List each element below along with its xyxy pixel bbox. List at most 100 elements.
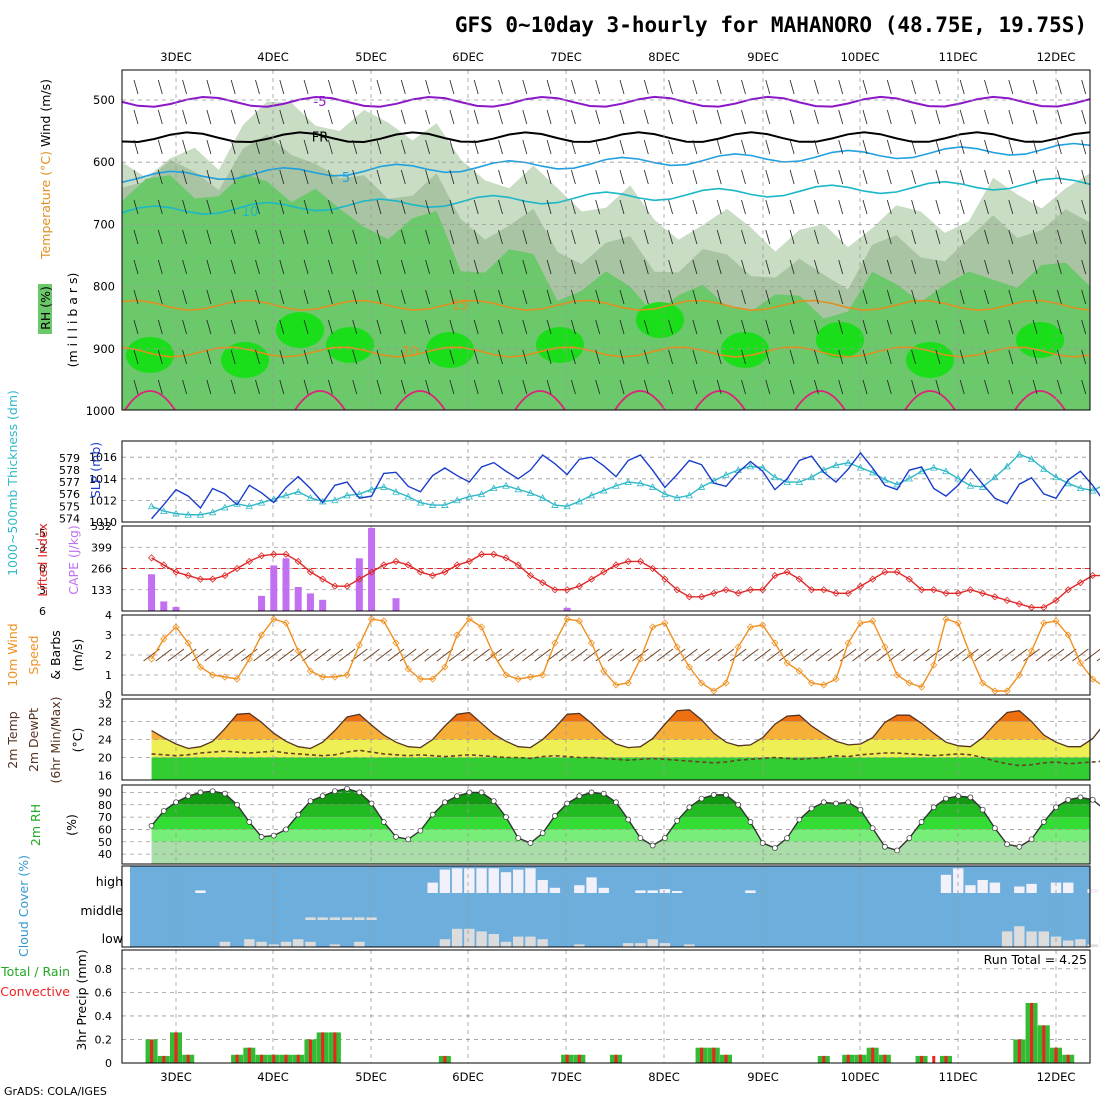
wind-barb (984, 349, 989, 365)
wind-barb (1032, 139, 1038, 155)
lifted-index-point (441, 568, 449, 576)
wind-speed-point (343, 671, 351, 679)
wind-barb (255, 199, 260, 215)
thickness-axis-label: 1000~500mb Thickness (dm) (5, 390, 20, 576)
wind-barb (425, 79, 430, 95)
top-date-label: 9DEC (747, 50, 778, 64)
lifted-index-point (954, 589, 962, 597)
wind-barb (206, 319, 212, 335)
wind-speed-point (160, 635, 168, 643)
wind-barb (571, 379, 576, 395)
rh-point (918, 819, 925, 825)
rh-high-blob (636, 302, 684, 338)
wind-barb (1047, 648, 1065, 662)
temp-axis-label: 2m Temp (5, 711, 20, 768)
rh-point (820, 799, 827, 806)
wind-barb (303, 349, 309, 365)
rh-point (160, 808, 167, 814)
wind-barb (643, 229, 649, 245)
rh-point (332, 788, 338, 795)
precip-tick: 0.2 (95, 1033, 113, 1046)
wind-barb (789, 349, 795, 365)
wind-barb (328, 229, 333, 245)
wind-barb (255, 259, 260, 275)
wind-barb (668, 199, 673, 215)
pressure-tick: 600 (93, 155, 115, 169)
rh-high-blob (1016, 322, 1064, 358)
thickness-point (526, 489, 535, 496)
wind-barb (255, 319, 260, 335)
wind-barb (289, 648, 307, 662)
lifted-index-point (991, 593, 999, 601)
lifted-index-point (649, 564, 657, 573)
wind-barb (400, 319, 406, 335)
wind-barb (619, 379, 625, 395)
wind-barb (376, 259, 382, 275)
isotherm-line (121, 177, 1091, 215)
cloud-bar (268, 944, 279, 947)
wind-barb (449, 319, 455, 335)
wind-barb (716, 379, 722, 395)
wind-barb (498, 229, 503, 245)
wind-barb (352, 319, 358, 335)
rh-point (222, 790, 228, 797)
wind-barb (789, 289, 795, 305)
wind-barb (935, 229, 941, 245)
isotherm-line (121, 142, 1091, 184)
wind-barb (1081, 289, 1087, 305)
convective-bar (871, 1047, 875, 1063)
rh-point (295, 811, 302, 818)
cloud-bar (989, 882, 1001, 893)
rh-point (307, 798, 314, 804)
wind-barb (935, 79, 941, 95)
lifted-index-point (575, 582, 583, 590)
thickness-point (954, 474, 962, 482)
lifted-index-point (367, 568, 376, 576)
cape-bar (563, 607, 571, 611)
wind-barb (473, 648, 490, 662)
wind-barb (425, 319, 430, 335)
bottom-date-label: 9DEC (747, 1070, 778, 1084)
thickness-point (624, 478, 632, 486)
lifted-index-point (661, 575, 669, 583)
lifted-index-point (600, 568, 608, 576)
wind-barb (619, 648, 637, 662)
wind-barb (692, 139, 698, 155)
wind-barb (838, 169, 844, 185)
thickness-point (416, 498, 425, 506)
wind-barb (412, 648, 429, 662)
wind-barb (328, 259, 333, 275)
thickness-point (1052, 473, 1060, 481)
wind-barb (741, 229, 746, 245)
cloud-panel: high middle low Cloud Cover (%) (16, 855, 1100, 957)
wind-barb (911, 109, 916, 125)
wind-barb (1011, 648, 1028, 662)
wind-barb (498, 379, 503, 395)
rh-point (319, 793, 326, 799)
rh-axis-label: RH (%) (38, 286, 53, 330)
wind-speed-point (1089, 675, 1097, 683)
rh-point (503, 814, 509, 820)
cape-tick: 399 (91, 541, 112, 554)
wind-barb (935, 139, 941, 155)
wind-barb (911, 289, 916, 305)
wind-barb (303, 169, 309, 185)
rh-point (197, 789, 204, 796)
wind-barb (913, 648, 930, 662)
wind-barb (352, 229, 358, 245)
wind-barb (886, 349, 892, 365)
lifted-index-point (869, 575, 877, 583)
lifted-index-point (734, 589, 742, 597)
wind-barb (571, 648, 588, 662)
rh-point (967, 794, 974, 801)
wind-barb (1057, 259, 1062, 275)
wind-barb (668, 259, 673, 275)
wind-barb (522, 139, 528, 155)
wind-barb (376, 109, 382, 125)
thickness-point (477, 490, 486, 498)
wind-barb (1008, 109, 1014, 125)
wind-barb (789, 139, 795, 155)
lifted-index-point (624, 557, 632, 565)
wind-barb (498, 79, 503, 95)
wind-barb (959, 199, 965, 215)
